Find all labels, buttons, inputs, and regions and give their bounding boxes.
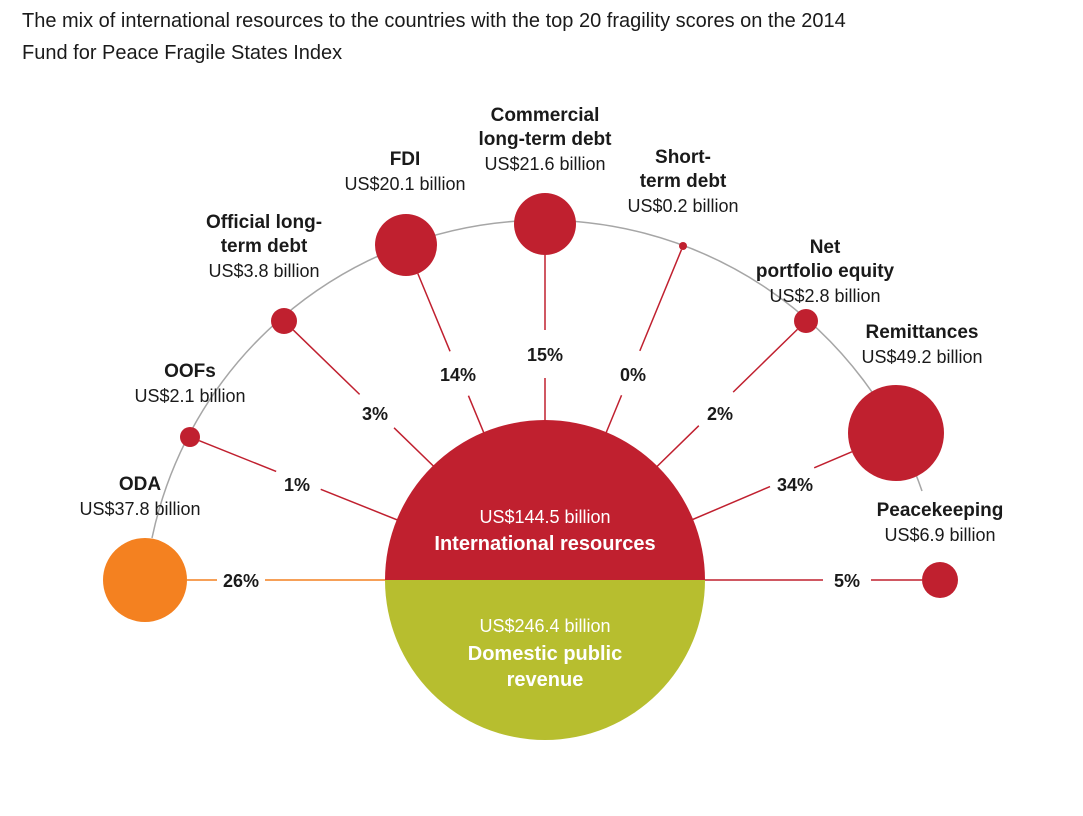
node-remittances	[848, 385, 944, 481]
node-oda	[103, 538, 187, 622]
source-name-portfolio-equity-line-2: portfolio equity	[756, 261, 895, 282]
source-amount-commercial-debt: US$21.6 billion	[484, 154, 605, 174]
source-name-official-debt-line-1: Official long-	[206, 212, 322, 233]
source-name-short-term-debt-line-2: term debt	[640, 171, 727, 192]
source-name-remittances-line-1: Remittances	[866, 322, 979, 343]
source-name-fdi-line-1: FDI	[390, 149, 421, 170]
share-label-commercial-debt: 15%	[527, 345, 563, 365]
node-oofs	[180, 427, 200, 447]
source-node-layer	[103, 193, 958, 622]
share-label-oda: 26%	[223, 571, 259, 591]
source-amount-oda: US$37.8 billion	[79, 499, 200, 519]
node-official-debt	[271, 308, 297, 334]
domestic-revenue-half	[385, 580, 705, 740]
domestic-label-line-1: Domestic public	[468, 643, 622, 665]
node-peacekeeping	[922, 562, 958, 598]
source-name-commercial-debt-line-2: long-term debt	[479, 129, 613, 150]
source-amount-peacekeeping: US$6.9 billion	[884, 525, 995, 545]
title-line-1: The mix of international resources to th…	[22, 10, 846, 32]
central-circle: US$144.5 billion International resources…	[385, 420, 705, 740]
international-amount: US$144.5 billion	[479, 507, 610, 527]
node-fdi	[375, 214, 437, 276]
connector-line-official-debt	[292, 329, 361, 395]
domestic-label-line-2: revenue	[507, 669, 584, 691]
connector-line-remittances	[813, 451, 853, 469]
source-name-oda-line-1: ODA	[119, 474, 162, 495]
source-amount-remittances: US$49.2 billion	[861, 347, 982, 367]
source-label-layer: 26% ODA US$37.8 billion 1% OOFs US$2.1 billio…	[79, 105, 1003, 591]
share-label-short-term-debt: 0%	[620, 365, 646, 385]
domestic-amount: US$246.4 billion	[479, 616, 610, 636]
source-name-short-term-debt-line-1: Short-	[655, 147, 711, 168]
share-label-oofs: 1%	[284, 475, 310, 495]
source-name-oofs-line-1: OOFs	[164, 361, 216, 382]
international-resources-half	[385, 420, 705, 580]
connector-line-short-term-debt	[639, 249, 683, 352]
share-label-official-debt: 3%	[362, 404, 388, 424]
page-title: The mix of international resources to th…	[22, 5, 1062, 69]
share-label-portfolio-equity: 2%	[707, 404, 733, 424]
connector-line-oofs	[199, 440, 277, 473]
node-short-term-debt	[679, 242, 687, 250]
source-name-commercial-debt-line-1: Commercial	[491, 105, 600, 126]
node-portfolio-equity	[794, 309, 818, 333]
connector-line-fdi	[417, 273, 451, 352]
share-label-remittances: 34%	[777, 475, 813, 495]
source-amount-official-debt: US$3.8 billion	[208, 261, 319, 281]
source-name-official-debt-line-2: term debt	[221, 236, 308, 257]
node-commercial-debt	[514, 193, 576, 255]
source-amount-short-term-debt: US$0.2 billion	[627, 196, 738, 216]
title-line-2: Fund for Peace Fragile States Index	[22, 42, 343, 64]
source-amount-portfolio-equity: US$2.8 billion	[769, 286, 880, 306]
international-label: International resources	[434, 533, 655, 555]
share-label-peacekeeping: 5%	[834, 571, 860, 591]
connector-line-portfolio-equity	[732, 328, 798, 393]
source-name-peacekeeping-line-1: Peacekeeping	[877, 500, 1004, 521]
source-amount-oofs: US$2.1 billion	[134, 386, 245, 406]
source-name-portfolio-equity-line-1: Net	[810, 237, 841, 258]
source-amount-fdi: US$20.1 billion	[344, 174, 465, 194]
share-label-fdi: 14%	[440, 365, 476, 385]
